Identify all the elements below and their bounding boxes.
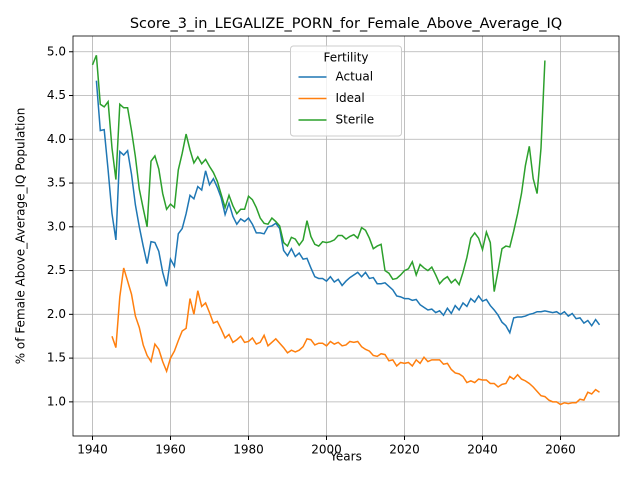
legend: Fertility Actual Ideal Sterile xyxy=(290,45,402,137)
line-series xyxy=(111,267,600,406)
y-tick-label: 3.0 xyxy=(47,219,66,233)
y-axis-label: % of Female Above_Average_IQ Population xyxy=(14,108,28,365)
x-tick-label: 1940 xyxy=(77,443,108,457)
legend-label: Ideal xyxy=(336,91,365,105)
x-tick-label: 2040 xyxy=(467,443,498,457)
y-tick-label: 1.0 xyxy=(47,394,66,408)
legend-title: Fertility xyxy=(323,51,368,65)
line-series xyxy=(91,54,546,292)
x-tick-label: 2060 xyxy=(545,443,576,457)
y-tick-label: 2.0 xyxy=(47,307,66,321)
plot-frame xyxy=(72,35,620,437)
line-series xyxy=(95,80,601,335)
x-tick-label: 2000 xyxy=(311,443,342,457)
x-tick-label: 1960 xyxy=(155,443,186,457)
chart-title: Score_3_in_LEGALIZE_PORN_for_Female_Abov… xyxy=(130,16,562,32)
y-tick-label: 2.5 xyxy=(47,263,66,277)
legend-box xyxy=(290,45,402,137)
x-tick-label: 1980 xyxy=(233,443,264,457)
x-axis-label: Years xyxy=(329,450,362,464)
x-tick-label: 2020 xyxy=(389,443,420,457)
y-tick-label: 5.0 xyxy=(47,44,66,58)
legend-label: Actual xyxy=(336,70,374,84)
y-tick-label: 1.5 xyxy=(47,351,66,365)
y-tick-label: 4.5 xyxy=(47,88,66,102)
y-tick-label: 3.5 xyxy=(47,176,66,190)
legend-label: Sterile xyxy=(336,113,375,127)
y-tick-label: 4.0 xyxy=(47,132,66,146)
